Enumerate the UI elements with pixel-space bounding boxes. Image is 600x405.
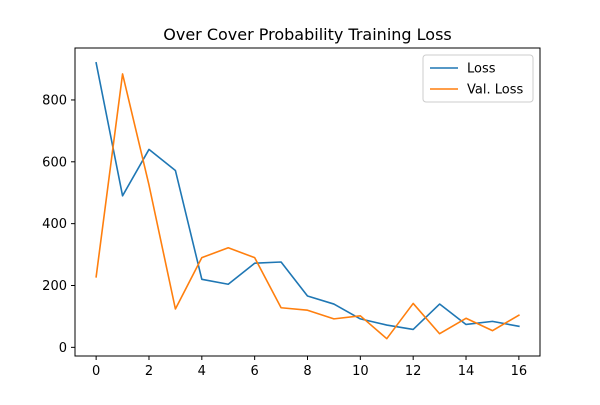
y-tick-label: 0 bbox=[59, 341, 67, 356]
x-tick-label: 16 bbox=[511, 364, 528, 379]
series-layer bbox=[95, 61, 520, 340]
x-tick-label: 2 bbox=[145, 364, 153, 379]
legend-box bbox=[422, 54, 534, 103]
legend-label-1: Loss bbox=[467, 62, 496, 77]
x-tick-label: 10 bbox=[352, 364, 369, 379]
x-tick-label: 12 bbox=[405, 364, 422, 379]
y-tick-label: 800 bbox=[42, 93, 67, 108]
x-tick-label: 4 bbox=[198, 364, 206, 379]
x-tick-label: 14 bbox=[458, 364, 475, 379]
y-tick-label: 600 bbox=[42, 155, 67, 170]
x-tick-label: 8 bbox=[303, 364, 311, 379]
y-tick-label: 400 bbox=[42, 217, 67, 232]
series-line-1 bbox=[95, 61, 520, 331]
axes-layer: 0 2 4 6 8 10 12 14 16 0 200 400 600 800 bbox=[42, 47, 541, 379]
x-tick-label: 0 bbox=[92, 364, 100, 379]
x-tick-label: 6 bbox=[251, 364, 259, 379]
chart-title: Over Cover Probability Training Loss bbox=[163, 25, 451, 44]
legend-label-2: Val. Loss bbox=[467, 83, 523, 98]
y-tick-label: 200 bbox=[42, 279, 67, 294]
legend: Loss Val. Loss bbox=[422, 54, 534, 103]
series-line-2 bbox=[95, 73, 520, 340]
